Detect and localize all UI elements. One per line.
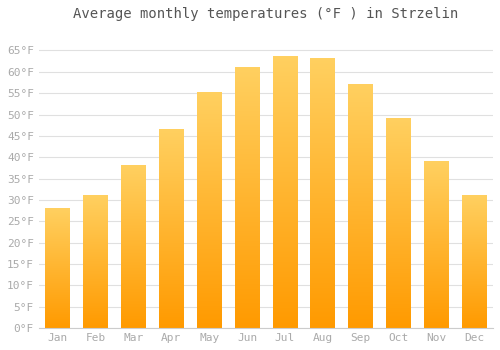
- Title: Average monthly temperatures (°F ) in Strzelin: Average monthly temperatures (°F ) in St…: [74, 7, 458, 21]
- Bar: [197, 93, 222, 328]
- Bar: [272, 57, 297, 328]
- Bar: [234, 68, 260, 328]
- Bar: [386, 119, 410, 328]
- Bar: [46, 209, 70, 328]
- Bar: [159, 130, 184, 328]
- Bar: [462, 196, 486, 328]
- Bar: [348, 85, 373, 328]
- Bar: [424, 162, 448, 328]
- Bar: [84, 196, 108, 328]
- Bar: [310, 59, 335, 328]
- Bar: [121, 166, 146, 328]
